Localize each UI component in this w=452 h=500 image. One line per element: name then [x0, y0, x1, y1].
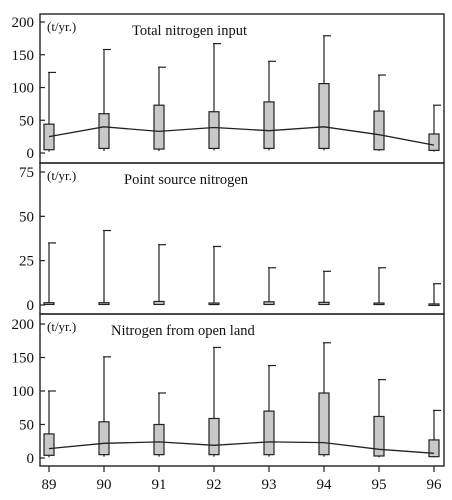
- y-tick-label: 200: [12, 15, 35, 31]
- box-95: [373, 110, 385, 151]
- box-94: [318, 82, 330, 150]
- box-94: [318, 392, 330, 456]
- box-91: [153, 423, 165, 456]
- box-96: [428, 439, 440, 458]
- y-tick-label: 0: [27, 298, 35, 314]
- box-89: [43, 302, 55, 306]
- y-tick-label: 100: [12, 384, 35, 400]
- box-91: [153, 104, 165, 150]
- box-90: [98, 302, 110, 306]
- y-tick-label: 50: [19, 209, 34, 225]
- y-tick-label: 50: [19, 113, 34, 129]
- y-tick-label: 200: [12, 317, 35, 333]
- box-90: [98, 421, 110, 456]
- y-tick-label: 0: [27, 451, 35, 467]
- median-line-3: [48, 441, 435, 454]
- median-line-1: [48, 126, 435, 146]
- x-tick-label: 96: [427, 477, 443, 493]
- box-93: [263, 410, 275, 456]
- box-96: [428, 303, 440, 307]
- box-91: [153, 300, 165, 306]
- y-tick-label: 25: [19, 254, 34, 270]
- panel-title: Nitrogen from open land: [111, 323, 256, 339]
- x-tick-label: 93: [262, 477, 277, 493]
- y-tick-label: 150: [12, 48, 35, 64]
- panel-title: Total nitrogen input: [132, 23, 247, 39]
- box-93: [263, 301, 275, 306]
- y-tick-label: 0: [27, 146, 35, 162]
- box-95: [373, 302, 385, 306]
- box-90: [98, 113, 110, 150]
- x-tick-label: 89: [42, 477, 57, 493]
- x-tick-label: 92: [207, 477, 222, 493]
- x-tick-label: 95: [372, 477, 387, 493]
- box-92: [208, 111, 220, 150]
- box-96: [428, 133, 440, 151]
- box-93: [263, 101, 275, 150]
- y-tick-label: 50: [19, 418, 34, 434]
- panel-title: Point source nitrogen: [124, 172, 249, 188]
- y-tick-label: 75: [19, 165, 34, 181]
- panel-frame-3: [39, 313, 445, 467]
- x-tick-label: 90: [97, 477, 112, 493]
- unit-label: (t/yr.): [47, 168, 76, 183]
- box-92: [208, 302, 220, 306]
- box-89: [43, 433, 55, 456]
- unit-label: (t/yr.): [47, 19, 76, 34]
- box-89: [43, 123, 55, 151]
- x-tick-label: 94: [317, 477, 333, 493]
- x-tick-label: 91: [152, 477, 167, 493]
- y-tick-label: 100: [12, 81, 35, 97]
- box-95: [373, 415, 385, 457]
- unit-label: (t/yr.): [47, 319, 76, 334]
- y-tick-label: 150: [12, 351, 35, 367]
- box-92: [208, 417, 220, 456]
- box-94: [318, 301, 330, 306]
